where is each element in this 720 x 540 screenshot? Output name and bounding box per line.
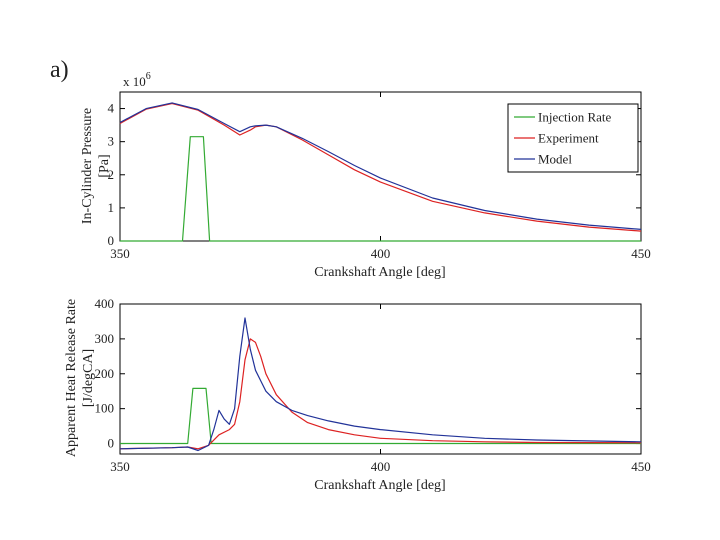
heat-release-y-tick-label: 0 [108, 436, 115, 451]
heat-release-x-tick-label: 450 [631, 459, 651, 474]
heat-release-series-model [119, 317, 642, 452]
pressure-x-axis-label: Crankshaft Angle [deg] [314, 265, 445, 280]
heat-release-y-axis-label-line1: Apparent Heat Release Rate [64, 299, 79, 457]
heat-release-y-tick-label: 400 [95, 296, 115, 311]
pressure-y-tick-label: 1 [108, 200, 115, 215]
pressure-y-axis-label-line2: [Pa] [97, 154, 112, 177]
heat-release-plot-frame [119, 303, 642, 455]
pressure-y-tick-label: 2 [108, 167, 115, 182]
pressure-chart: x 106 350 400 450 0 1 2 3 4 Crankshaft Angle [d… [80, 71, 651, 280]
heat-release-y-axis-label-line2: [J/degCA] [81, 349, 96, 407]
panel-label: a) [50, 57, 69, 83]
pressure-series-model [119, 102, 642, 230]
heat-release-y-tick-label: 300 [95, 331, 115, 346]
legend-label-model: Model [538, 152, 572, 167]
pressure-y-tick-label: 3 [108, 134, 115, 149]
pressure-series-injection-rate [120, 136, 641, 242]
pressure-y-tick-label: 0 [108, 233, 115, 248]
heat-release-chart: 350 400 450 0 100 200 300 400 Crankshaft Angle … [64, 296, 651, 493]
pressure-y-tick-label: 4 [108, 101, 115, 116]
heat-release-y-tick-label: 200 [95, 366, 115, 381]
pressure-y-multiplier: x 106 [123, 71, 151, 89]
heat-release-series-injection-rate [120, 387, 641, 445]
legend: Injection Rate Experiment Model [507, 103, 639, 173]
legend-label-injection-rate: Injection Rate [538, 110, 612, 125]
pressure-x-tick-label: 450 [631, 246, 651, 261]
heat-release-x-tick-label: 350 [110, 459, 130, 474]
legend-label-experiment: Experiment [538, 131, 599, 146]
pressure-y-axis-label-line1: In-Cylinder Pressure [80, 108, 95, 224]
heat-release-series-experiment [119, 338, 642, 450]
heat-release-y-tick-label: 100 [95, 401, 115, 416]
pressure-x-tick-label: 400 [371, 246, 391, 261]
heat-release-x-axis-label: Crankshaft Angle [deg] [314, 478, 445, 493]
heat-release-x-tick-label: 400 [371, 459, 391, 474]
pressure-x-tick-label: 350 [110, 246, 130, 261]
